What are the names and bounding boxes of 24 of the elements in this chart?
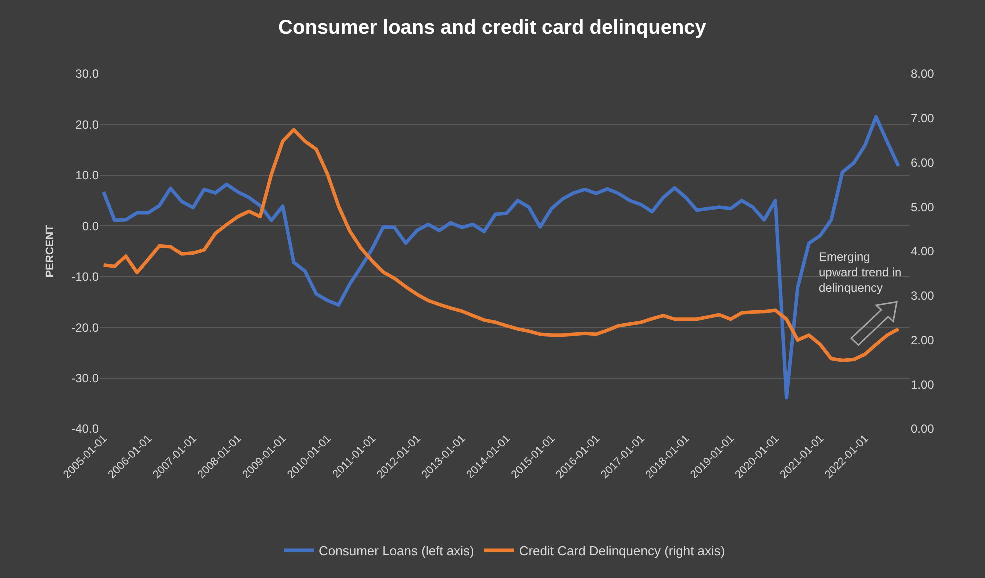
chart-title: Consumer loans and credit card delinquency <box>278 17 708 40</box>
y2-tick-label: 1.00 <box>911 378 935 392</box>
y2-tick-label: 0.00 <box>911 422 935 436</box>
y-tick-label: -30.0 <box>72 371 100 386</box>
y2-tick-label: 8.00 <box>911 67 935 82</box>
y2-tick-label: 4.00 <box>911 244 935 259</box>
y-tick-label: -20.0 <box>72 320 100 335</box>
y2-tick-label: 3.00 <box>911 289 935 304</box>
y2-tick-label: 5.00 <box>911 200 935 214</box>
y-tick-label: 20.0 <box>76 118 100 132</box>
y2-tick-label: 6.00 <box>911 156 935 170</box>
y-tick-label: 30.0 <box>76 67 100 82</box>
line-series <box>102 115 900 400</box>
y2-tick-label: 2.00 <box>911 333 935 348</box>
y-tick-label: 10.0 <box>76 168 100 183</box>
y-tick-label: -10.0 <box>72 270 100 284</box>
annotation: Emerging upward trend in delinquency <box>819 250 902 296</box>
line-series <box>102 128 900 362</box>
legend-label: Credit Card Delinquency (right axis) <box>519 544 726 559</box>
y-axis-title: PERCENT <box>44 224 56 278</box>
legend-label: Consumer Loans (left axis) <box>319 544 474 559</box>
y2-tick-label: 7.00 <box>911 112 935 126</box>
y-tick-label: 0.0 <box>82 219 100 234</box>
y-tick-label: -40.0 <box>72 422 100 436</box>
